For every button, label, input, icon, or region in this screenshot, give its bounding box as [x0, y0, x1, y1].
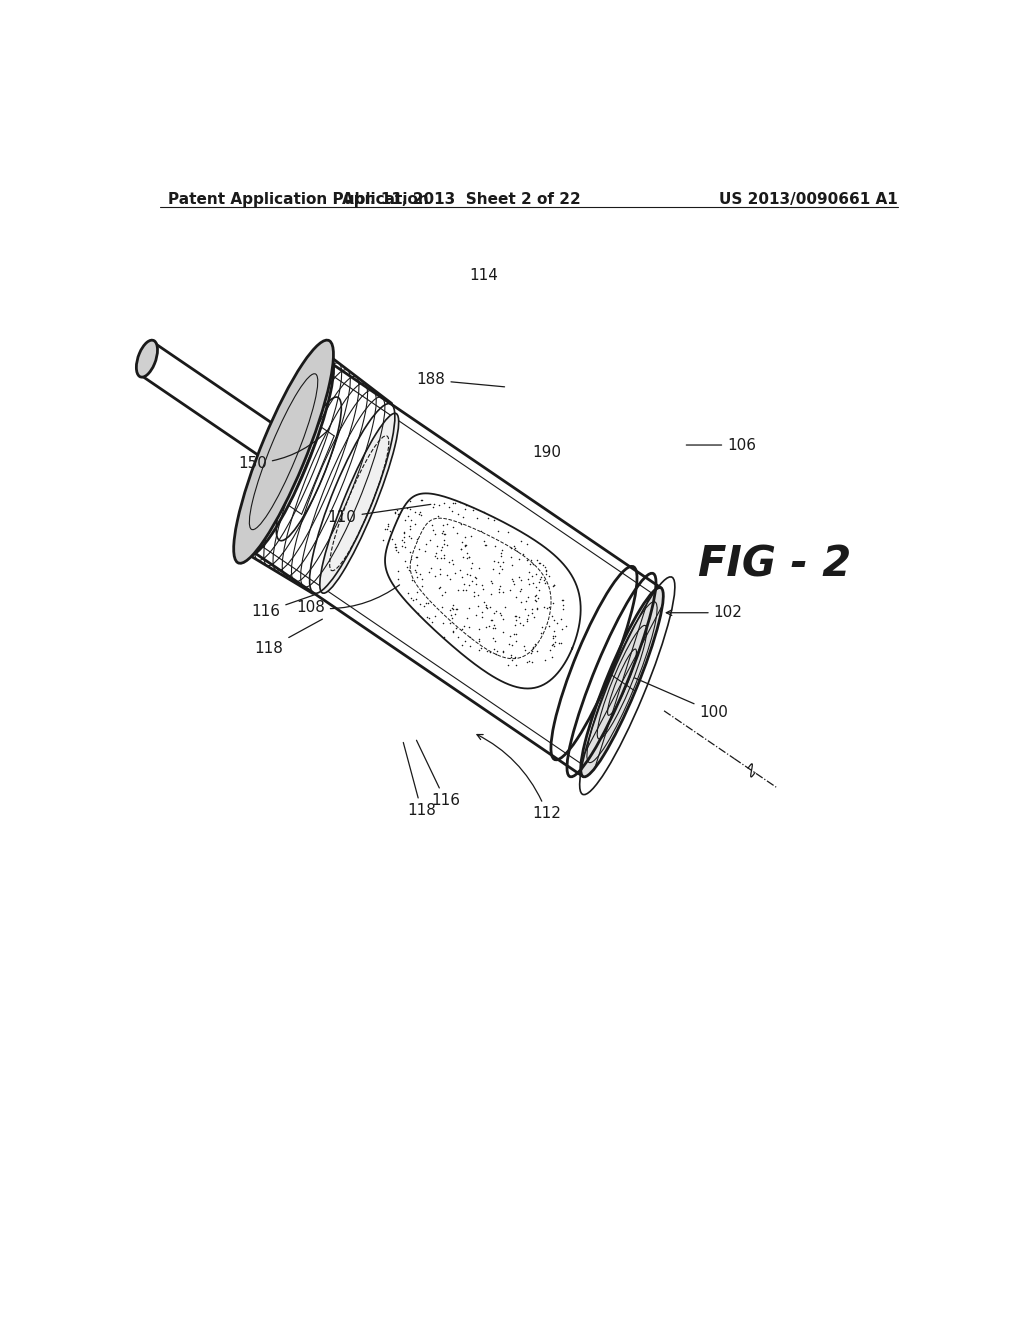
- Text: 102: 102: [667, 606, 742, 620]
- Text: 106: 106: [686, 437, 756, 453]
- Ellipse shape: [136, 341, 158, 378]
- Text: 110: 110: [328, 504, 431, 524]
- Text: 116: 116: [251, 594, 315, 619]
- Text: 116: 116: [417, 741, 460, 808]
- Text: 112: 112: [477, 734, 561, 821]
- Text: 100: 100: [635, 678, 728, 719]
- Ellipse shape: [581, 587, 664, 777]
- Text: 150: 150: [238, 430, 329, 471]
- Text: 118: 118: [403, 742, 436, 818]
- Ellipse shape: [319, 413, 398, 593]
- Ellipse shape: [233, 341, 334, 564]
- Ellipse shape: [245, 356, 334, 556]
- Polygon shape: [385, 494, 581, 689]
- Text: Apr. 11, 2013  Sheet 2 of 22: Apr. 11, 2013 Sheet 2 of 22: [342, 191, 581, 207]
- Text: 118: 118: [255, 619, 323, 656]
- Text: 188: 188: [417, 372, 505, 388]
- Text: Patent Application Publication: Patent Application Publication: [168, 191, 428, 207]
- Text: 108: 108: [296, 585, 399, 615]
- Text: 190: 190: [532, 445, 562, 461]
- Text: US 2013/0090661 A1: US 2013/0090661 A1: [719, 191, 898, 207]
- Text: 114: 114: [469, 268, 498, 284]
- Text: FIG - 2: FIG - 2: [698, 544, 851, 586]
